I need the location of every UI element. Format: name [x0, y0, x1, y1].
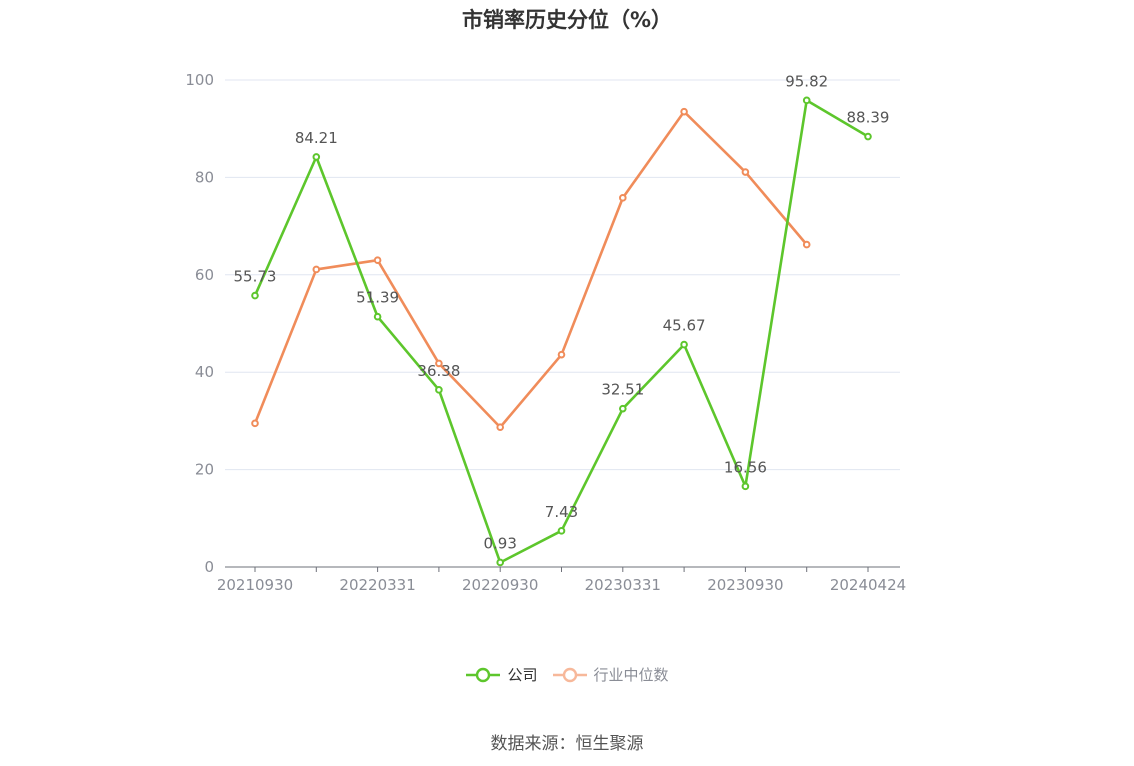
data-point-industry-median — [557, 350, 566, 359]
data-point-company — [619, 404, 627, 413]
y-tick-label: 0 — [204, 558, 214, 576]
series-line-industry-median — [253, 110, 808, 429]
data-label: 0.93 — [483, 534, 516, 552]
data-point-industry-median — [373, 256, 382, 264]
legend-item-industry-median[interactable]: 行业中位数 — [552, 664, 669, 685]
data-labels: 55.73 84.21 51.39 36.38 0.93 7.43 32.51 45.67 16… — [234, 72, 890, 552]
data-point-industry-median — [802, 240, 811, 249]
data-label: 51.39 — [356, 289, 399, 307]
legend-label: 公司 — [507, 666, 538, 684]
data-point-industry-median — [312, 265, 321, 274]
data-label: 32.51 — [601, 381, 644, 399]
data-label: 88.39 — [847, 109, 890, 127]
data-point-company — [802, 96, 811, 105]
x-tick-label: 20240424 — [830, 576, 906, 594]
data-point-industry-median — [251, 419, 259, 428]
data-point-industry-median — [435, 359, 443, 368]
x-tick-label: 20220331 — [339, 576, 415, 594]
data-point-industry-median — [496, 423, 505, 432]
data-point-company — [557, 527, 566, 535]
y-tick-label: 80 — [195, 168, 214, 186]
data-point-company — [373, 312, 382, 321]
data-label: 7.43 — [545, 503, 578, 521]
legend-marker — [562, 667, 577, 682]
data-point-company — [435, 386, 443, 394]
data-point-industry-median — [619, 194, 627, 202]
legend: 公司 行业中位数 — [0, 664, 1134, 685]
y-tick-label: 40 — [195, 363, 214, 381]
x-tick-label: 20220930 — [462, 576, 538, 594]
series-line-company — [253, 99, 869, 564]
y-tick-label: 60 — [195, 266, 214, 284]
data-point-company — [680, 340, 688, 349]
data-point-company — [496, 558, 505, 567]
legend-swatch-icon — [552, 667, 587, 682]
x-tick-label: 20230331 — [585, 576, 661, 594]
source-note: 数据来源：恒生聚源 — [490, 734, 644, 754]
legend-marker — [476, 667, 491, 682]
data-label: 95.82 — [785, 72, 828, 90]
grid-lines — [225, 79, 900, 471]
data-point-company — [864, 132, 872, 141]
data-point-company — [312, 153, 321, 161]
data-point-industry-median — [680, 107, 688, 116]
series-lines — [253, 99, 869, 564]
x-tick-label: 20230930 — [707, 576, 783, 594]
series-points — [251, 96, 872, 567]
data-label: 36.38 — [417, 362, 460, 380]
data-label: 45.67 — [663, 317, 706, 335]
axes: 0 20 40 60 80 100 20210930 20220331 20220930 2023… — [185, 71, 906, 594]
data-label: 55.73 — [234, 268, 277, 286]
x-tick-label: 20210930 — [217, 576, 293, 594]
legend-label: 行业中位数 — [593, 666, 669, 684]
data-label: 16.56 — [724, 458, 767, 476]
data-label: 84.21 — [295, 129, 338, 147]
data-point-company — [741, 482, 750, 491]
legend-item-company[interactable]: 公司 — [465, 664, 538, 685]
y-tick-label: 20 — [195, 461, 214, 479]
chart-title: 市销率历史分位（%） — [461, 8, 673, 32]
data-point-company — [251, 291, 259, 300]
legend-swatch-icon — [466, 667, 501, 682]
data-point-industry-median — [741, 168, 750, 176]
y-tick-label: 100 — [185, 71, 214, 89]
